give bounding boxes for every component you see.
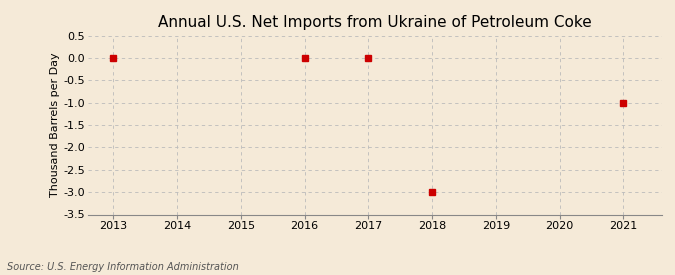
Text: Source: U.S. Energy Information Administration: Source: U.S. Energy Information Administ…: [7, 262, 238, 272]
Title: Annual U.S. Net Imports from Ukraine of Petroleum Coke: Annual U.S. Net Imports from Ukraine of …: [158, 15, 591, 31]
Y-axis label: Thousand Barrels per Day: Thousand Barrels per Day: [51, 53, 61, 197]
